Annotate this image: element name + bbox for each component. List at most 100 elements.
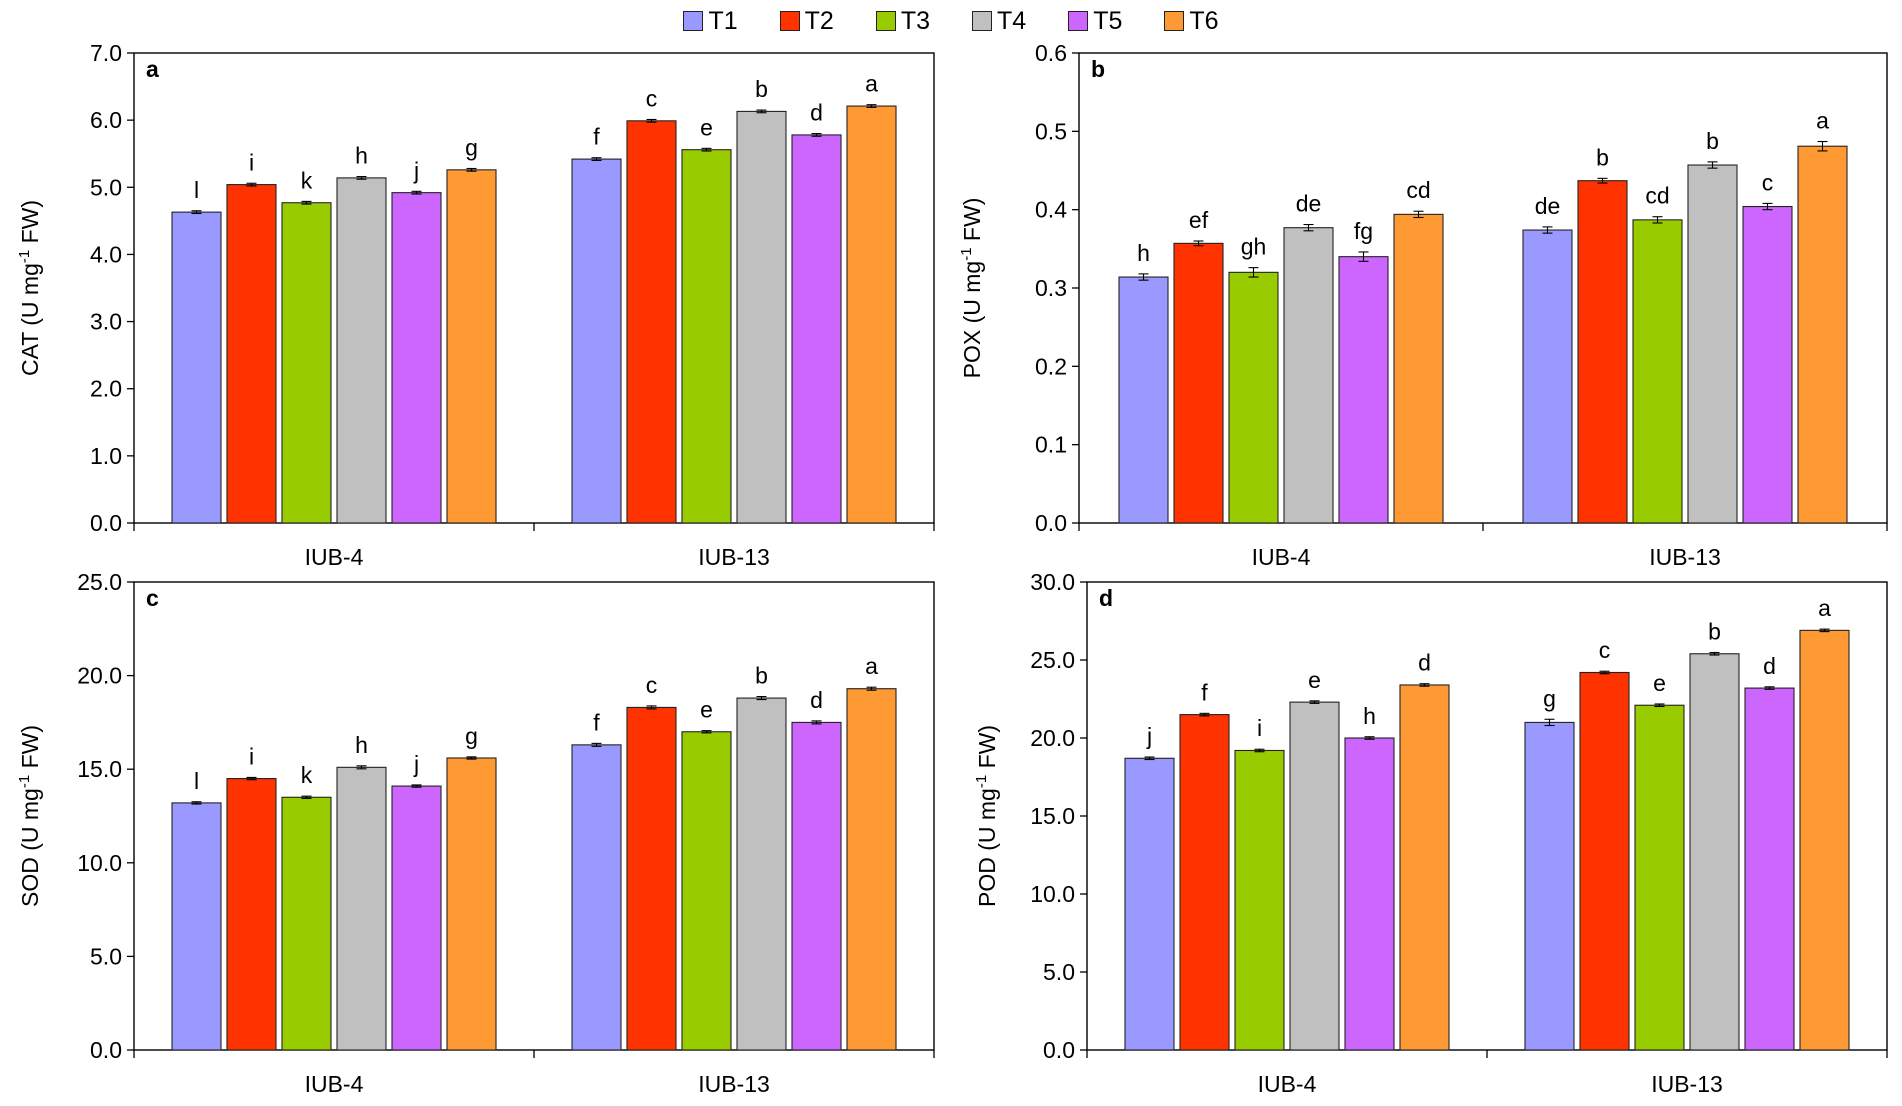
significance-letter: c: [646, 672, 658, 698]
legend-swatch-t3: [875, 11, 896, 31]
bar-t5-iub-4: [1338, 256, 1389, 524]
x-category-label: IUB-4: [305, 1071, 364, 1097]
bar-t6-iub-13: [846, 105, 897, 524]
y-axis-title-main: SOD (U mg: [17, 788, 43, 907]
chart-panel-d: 0.0 5.0 10.0 15.0 20.0 25.0 30.0 d POD (U mg-1 F…: [973, 569, 1888, 1097]
legend-label-t3: T3: [900, 6, 930, 35]
bar-t4-iub-13: [1689, 653, 1740, 1051]
significance-letter: g: [465, 134, 478, 160]
bar-t2-iub-13: [626, 706, 677, 1051]
significance-letter: cd: [1645, 183, 1669, 209]
significance-letter: h: [1137, 240, 1150, 266]
bar-t6-iub-4: [1399, 684, 1450, 1051]
y-tick-label: 0.2: [1035, 353, 1067, 379]
significance-letter: e: [700, 114, 713, 140]
y-tick-label: 7.0: [90, 40, 122, 66]
y-tick-label: 5.0: [90, 174, 122, 200]
x-category-label: IUB-4: [1258, 1071, 1317, 1097]
bar-t3-iub-13: [681, 149, 732, 524]
bar-t1-iub-4: [171, 211, 222, 524]
bar-t4-iub-4: [336, 766, 387, 1051]
legend-item-t6: T6: [1164, 7, 1219, 36]
y-tick-label: 0.0: [1035, 510, 1067, 536]
significance-letter: e: [700, 697, 713, 723]
bar-t6-iub-13: [1799, 629, 1850, 1051]
bar-t4-iub-4: [1283, 227, 1334, 524]
x-category-label: IUB-4: [1252, 544, 1311, 570]
y-tick-label: 0.4: [1035, 197, 1067, 223]
panel-label: a: [146, 56, 159, 82]
bar-t1-iub-4: [171, 802, 222, 1051]
bar-t2-iub-4: [226, 778, 277, 1051]
bar-t4-iub-13: [1687, 164, 1738, 524]
significance-letter: a: [1816, 108, 1829, 134]
significance-letter: de: [1296, 191, 1322, 217]
legend-item-t3: T3: [875, 6, 930, 36]
significance-letter: ef: [1189, 207, 1209, 233]
x-category-label: IUB-13: [698, 1071, 770, 1097]
x-category-label: IUB-4: [305, 544, 364, 570]
significance-letter: b: [755, 76, 768, 102]
y-tick-label: 0.6: [1035, 40, 1067, 66]
bar-t5-iub-13: [1742, 205, 1793, 524]
bar-t6-iub-13: [1797, 145, 1848, 524]
significance-letter: f: [593, 709, 600, 735]
bar-t6-iub-4: [446, 169, 497, 524]
y-tick-label: 0.0: [1043, 1037, 1075, 1063]
bar-t3-iub-4: [1234, 749, 1285, 1051]
significance-letter: j: [413, 157, 419, 183]
significance-letter: b: [1706, 128, 1719, 154]
y-tick-label: 15.0: [1030, 803, 1075, 829]
y-tick-label: 2.0: [90, 376, 122, 402]
significance-letter: g: [465, 723, 478, 749]
y-tick-label: 10.0: [77, 850, 122, 876]
significance-letter: de: [1535, 193, 1561, 219]
legend-label-t5: T5: [1093, 6, 1123, 35]
y-axis-title: SOD (U mg-1 FW): [16, 725, 43, 907]
y-axis-title-main: CAT (U mg: [17, 263, 43, 376]
y-axis-title-main: POD (U mg: [974, 788, 1000, 907]
significance-letter: cd: [1406, 177, 1430, 203]
panel-label: b: [1091, 56, 1105, 82]
bar-t5-iub-4: [391, 785, 442, 1051]
legend-swatch-t6: [1164, 11, 1185, 31]
bar-t2-iub-4: [1173, 242, 1224, 524]
y-tick-label: 5.0: [1043, 959, 1075, 985]
bar-t5-iub-4: [1344, 737, 1395, 1051]
significance-letter: c: [1599, 637, 1611, 663]
y-axis-title: POX (U mg-1 FW): [958, 198, 985, 379]
bar-t1-iub-13: [1522, 229, 1573, 524]
chart-panel-a: 0.0 1.0 2.0 3.0 4.0 5.0 6.0 7.0 a CAT (U mg-1 FW)…: [16, 40, 935, 570]
significance-letter: k: [301, 167, 313, 193]
bar-t2-iub-4: [1179, 714, 1230, 1051]
y-tick-label: 4.0: [90, 241, 122, 267]
bar-t3-iub-13: [681, 731, 732, 1051]
y-axis-title-sup: -1: [973, 775, 990, 788]
y-axis-title-main: POX (U mg: [959, 261, 985, 379]
significance-letter: d: [1418, 650, 1431, 676]
bar-t5-iub-13: [791, 134, 842, 524]
legend-label-t4: T4: [997, 6, 1027, 35]
y-tick-label: 25.0: [77, 569, 122, 595]
bar-t2-iub-13: [1577, 180, 1628, 524]
bar-t1-iub-13: [571, 744, 622, 1051]
y-axis-title-tail: FW): [959, 198, 985, 248]
bar-t3-iub-4: [281, 796, 332, 1051]
y-axis-title-sup: -1: [16, 250, 33, 263]
chart-panel-c: 0.0 5.0 10.0 15.0 20.0 25.0 c SOD (U mg-1 FW) l i…: [16, 569, 935, 1097]
chart-panel-b: 0.0 0.1 0.2 0.3 0.4 0.5 0.6 b POX (U mg-1 FW) h ef…: [958, 40, 1888, 570]
legend-item-t5: T5: [1068, 7, 1122, 36]
legend-item-t1: T1: [683, 7, 738, 36]
bar-t6-iub-4: [1393, 213, 1444, 524]
bar-t4-iub-4: [336, 177, 387, 524]
panel-label: c: [146, 585, 159, 611]
legend-label-t2: T2: [804, 6, 834, 35]
bar-t4-iub-13: [736, 110, 787, 524]
bar-t6-iub-13: [846, 688, 897, 1051]
bar-t3-iub-13: [1632, 219, 1683, 524]
significance-letter: i: [249, 743, 254, 769]
significance-letter: i: [1257, 715, 1262, 741]
legend-swatch-t4: [972, 11, 992, 31]
legend-item-t2: T2: [779, 6, 834, 36]
y-tick-label: 25.0: [1030, 647, 1075, 673]
